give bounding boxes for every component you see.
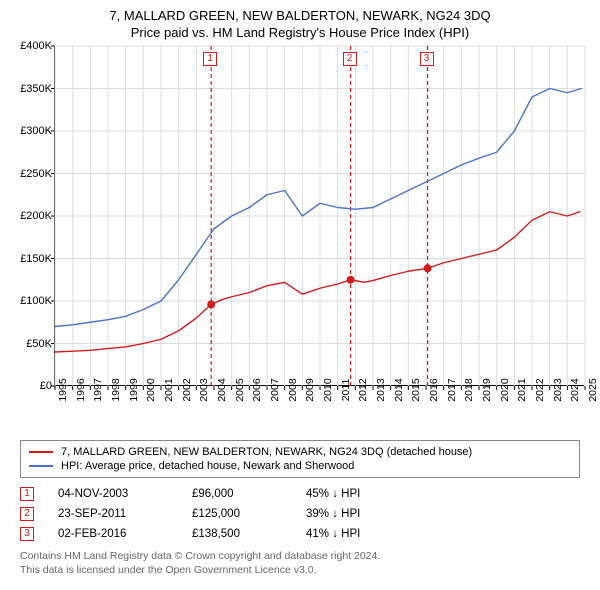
y-tick-label: £50K — [26, 338, 52, 350]
x-tick-label: 2023 — [552, 378, 564, 401]
chart-title-subtitle: Price paid vs. HM Land Registry's House … — [10, 25, 590, 40]
x-tick-label: 2002 — [181, 378, 193, 401]
x-tick-label: 2017 — [446, 378, 458, 401]
x-tick-label: 2009 — [304, 378, 316, 401]
chart-title-address: 7, MALLARD GREEN, NEW BALDERTON, NEWARK,… — [10, 8, 590, 23]
legend-swatch-property — [29, 451, 53, 453]
event-marker-icon: 2 — [20, 507, 34, 521]
x-tick-label: 2020 — [499, 378, 511, 401]
footnote: Contains HM Land Registry data © Crown c… — [20, 550, 580, 577]
y-tick-label: £0 — [40, 380, 52, 392]
chart-title-block: 7, MALLARD GREEN, NEW BALDERTON, NEWARK,… — [10, 8, 590, 40]
footnote-line1: Contains HM Land Registry data © Crown c… — [20, 550, 580, 564]
x-tick-label: 2022 — [534, 378, 546, 401]
x-tick-label: 2013 — [375, 378, 387, 401]
x-tick-label: 2021 — [516, 378, 528, 401]
x-axis-labels: 1995199619971998199920002001200220032004… — [54, 386, 584, 406]
event-marker-box: 1 — [203, 52, 217, 66]
event-diff: 45% ↓ HPI — [306, 488, 416, 500]
x-tick-label: 2024 — [569, 378, 581, 401]
event-price: £125,000 — [192, 508, 282, 520]
x-tick-label: 2006 — [251, 378, 263, 401]
x-tick-label: 2010 — [322, 378, 334, 401]
x-tick-label: 2011 — [340, 379, 352, 402]
y-tick-label: £300K — [20, 125, 52, 137]
legend-label-property: 7, MALLARD GREEN, NEW BALDERTON, NEWARK,… — [61, 446, 472, 458]
x-tick-label: 1999 — [128, 378, 140, 401]
y-tick-label: £400K — [20, 40, 52, 52]
event-date: 02-FEB-2016 — [58, 528, 168, 540]
x-tick-label: 1997 — [92, 378, 104, 401]
legend-label-hpi: HPI: Average price, detached house, Newa… — [61, 460, 354, 472]
y-tick-label: £250K — [20, 168, 52, 180]
x-tick-label: 1996 — [75, 378, 87, 401]
event-marker-box: 3 — [420, 52, 434, 66]
x-tick-label: 2004 — [216, 378, 228, 401]
legend-row-property: 7, MALLARD GREEN, NEW BALDERTON, NEWARK,… — [29, 445, 571, 459]
x-tick-label: 2015 — [410, 378, 422, 401]
legend-row-hpi: HPI: Average price, detached house, Newa… — [29, 459, 571, 473]
event-marker-icon: 3 — [20, 527, 34, 541]
x-tick-label: 2000 — [145, 378, 157, 401]
x-tick-label: 2019 — [481, 378, 493, 401]
x-tick-label: 2012 — [357, 378, 369, 401]
x-tick-label: 2018 — [463, 378, 475, 401]
x-tick-label: 2005 — [234, 378, 246, 401]
plot-region — [54, 46, 584, 386]
y-tick-label: £350K — [20, 83, 52, 95]
footnote-line2: This data is licensed under the Open Gov… — [20, 564, 580, 578]
event-row: 3 02-FEB-2016 £138,500 41% ↓ HPI — [20, 524, 580, 544]
legend-box: 7, MALLARD GREEN, NEW BALDERTON, NEWARK,… — [20, 440, 580, 478]
events-table: 1 04-NOV-2003 £96,000 45% ↓ HPI 2 23-SEP-2011… — [20, 484, 580, 544]
y-tick-label: £150K — [20, 253, 52, 265]
x-tick-label: 2007 — [269, 378, 281, 401]
x-tick-label: 2014 — [393, 378, 405, 401]
event-row: 2 23-SEP-2011 £125,000 39% ↓ HPI — [20, 504, 580, 524]
y-tick-label: £200K — [20, 210, 52, 222]
x-tick-label: 2025 — [587, 378, 599, 401]
x-tick-label: 2003 — [198, 378, 210, 401]
event-price: £138,500 — [192, 528, 282, 540]
plot-svg — [55, 46, 585, 386]
x-tick-label: 1995 — [57, 378, 69, 401]
chart-area: £0£50K£100K£150K£200K£250K£300K£350K£400… — [10, 46, 590, 406]
event-marker-box: 2 — [343, 52, 357, 66]
event-marker-icon: 1 — [20, 487, 34, 501]
event-price: £96,000 — [192, 488, 282, 500]
y-axis-labels: £0£50K£100K£150K£200K£250K£300K£350K£400… — [10, 46, 54, 386]
legend-swatch-hpi — [29, 465, 53, 467]
event-date: 04-NOV-2003 — [58, 488, 168, 500]
x-tick-label: 1998 — [110, 378, 122, 401]
event-diff: 41% ↓ HPI — [306, 528, 416, 540]
x-tick-label: 2016 — [428, 378, 440, 401]
event-diff: 39% ↓ HPI — [306, 508, 416, 520]
x-tick-label: 2008 — [287, 378, 299, 401]
event-row: 1 04-NOV-2003 £96,000 45% ↓ HPI — [20, 484, 580, 504]
event-date: 23-SEP-2011 — [58, 508, 168, 520]
y-tick-label: £100K — [20, 295, 52, 307]
x-tick-label: 2001 — [163, 378, 175, 401]
